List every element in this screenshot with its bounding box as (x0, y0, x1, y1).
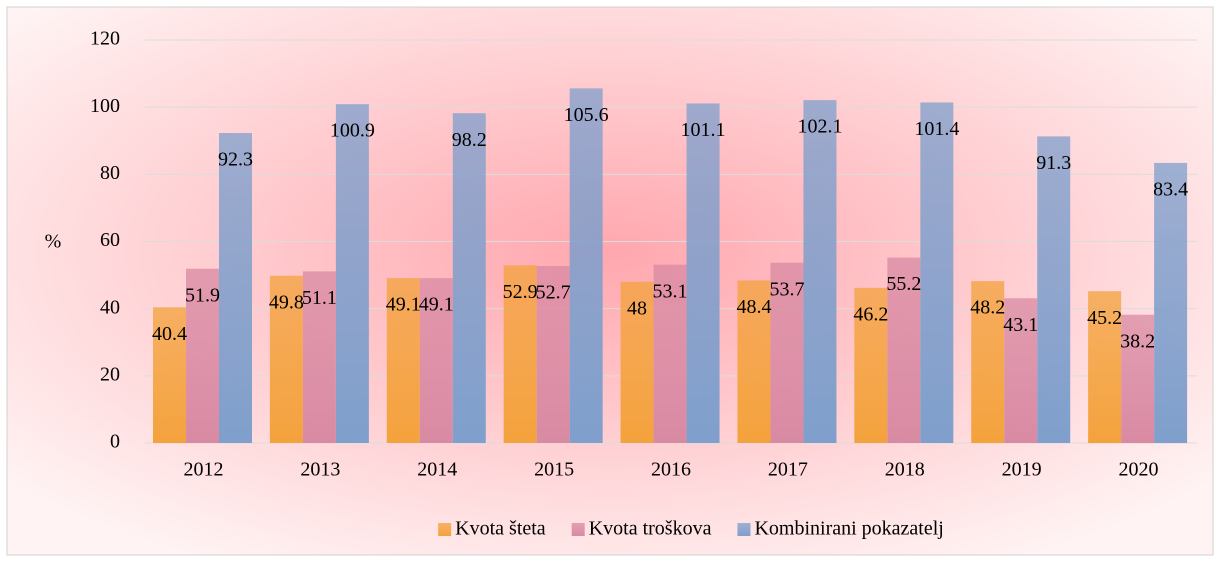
y-tick-label: 100 (90, 95, 120, 117)
data-label: 49.1 (419, 294, 454, 316)
x-tick-label: 2018 (885, 459, 925, 481)
legend-swatch (438, 523, 452, 536)
bar (1004, 298, 1038, 443)
bar (302, 271, 336, 443)
x-tick-label: 2017 (768, 459, 808, 481)
bar (153, 307, 186, 443)
bar (335, 104, 369, 443)
legend-label: Kombinirani pokazatelj (754, 518, 943, 540)
legend-swatch (737, 523, 751, 536)
data-label: 43.1 (1003, 314, 1038, 336)
data-label: 53.1 (653, 280, 688, 302)
bar (503, 265, 537, 443)
x-tick-label: 2020 (1119, 459, 1159, 481)
y-tick-label: 120 (90, 28, 120, 50)
bar (803, 100, 837, 443)
data-label: 52.9 (503, 281, 538, 303)
data-label: 48.2 (970, 297, 1005, 319)
bar (770, 262, 804, 443)
data-label: 91.3 (1036, 152, 1071, 174)
bar (1154, 162, 1188, 444)
bar (653, 264, 687, 443)
data-label: 51.9 (185, 284, 220, 306)
data-label: 51.1 (302, 287, 337, 309)
data-label: 53.7 (769, 278, 804, 300)
data-label: 49.8 (269, 291, 304, 313)
x-tick-label: 2014 (417, 459, 457, 481)
x-tick-label: 2019 (1002, 459, 1042, 481)
bar (887, 257, 921, 443)
bar (452, 113, 486, 443)
data-label: 40.4 (152, 323, 187, 345)
data-label: 45.2 (1087, 307, 1122, 329)
bar (854, 287, 888, 443)
y-tick-label: 40 (100, 296, 120, 318)
legend-label: Kvota šteta (455, 518, 546, 540)
data-label: 52.7 (536, 282, 571, 304)
bar (620, 281, 654, 443)
data-label: 92.3 (218, 149, 253, 171)
y-tick-label: 60 (100, 229, 120, 251)
data-label: 38.2 (1120, 330, 1155, 352)
data-label: 100.9 (330, 120, 375, 142)
y-tick-label: 20 (100, 363, 120, 385)
data-label: 48 (627, 297, 647, 319)
bar (1088, 291, 1122, 443)
data-label: 46.2 (853, 303, 888, 325)
bar (536, 266, 570, 443)
x-tick-label: 2016 (651, 459, 691, 481)
y-axis-label: % (45, 231, 62, 253)
bar (419, 278, 453, 443)
bar (386, 278, 420, 443)
x-tick-label: 2012 (183, 459, 223, 481)
data-label: 105.6 (564, 104, 609, 126)
bar (1037, 136, 1071, 444)
legend-label: Kvota troškova (589, 518, 712, 540)
data-label: 83.4 (1153, 179, 1188, 201)
data-label: 48.4 (736, 296, 771, 318)
y-tick-label: 80 (100, 162, 120, 184)
bar (186, 268, 219, 443)
bar (219, 133, 252, 444)
bar (569, 88, 603, 444)
x-tick-label: 2015 (534, 459, 574, 481)
bar (737, 280, 771, 443)
bar (1121, 314, 1155, 443)
data-label: 101.4 (914, 118, 959, 140)
bar (920, 102, 954, 443)
bar (971, 281, 1005, 443)
data-label: 49.1 (386, 294, 421, 316)
legend-swatch (571, 523, 585, 536)
data-label: 101.1 (681, 119, 726, 141)
bar (269, 275, 303, 443)
y-tick-label: 0 (110, 431, 120, 453)
data-label: 55.2 (886, 273, 921, 295)
data-label: 98.2 (452, 129, 487, 151)
x-tick-label: 2013 (300, 459, 340, 481)
data-label: 102.1 (797, 116, 842, 138)
bar (686, 103, 720, 443)
